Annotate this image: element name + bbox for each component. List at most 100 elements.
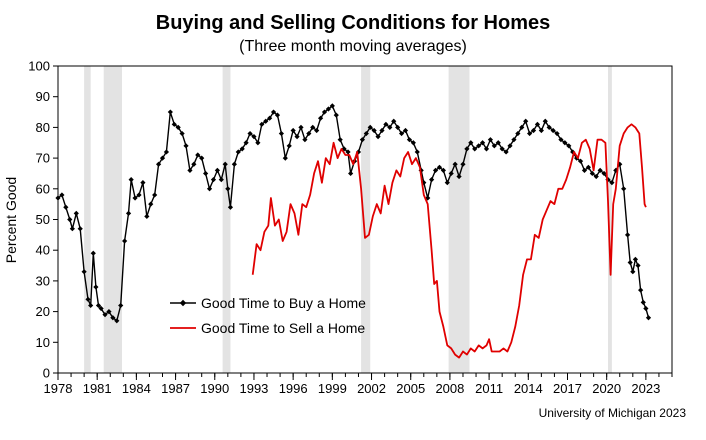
data-point-0-2 [63,204,69,210]
data-point-0-28 [155,161,162,167]
data-point-0-12 [95,302,102,309]
data-point-0-34 [179,130,185,137]
data-point-0-4 [69,226,75,232]
data-point-0-62 [286,143,292,149]
data-point-0-137 [577,158,584,164]
recession-band-4 [448,66,470,373]
data-point-0-44 [218,176,224,183]
data-point-0-27 [152,192,158,198]
data-point-0-25 [144,213,150,220]
data-point-0-139 [585,164,591,170]
data-point-0-16 [110,315,116,321]
x-tick-label-2005: 2005 [396,381,425,396]
data-point-0-142 [597,167,603,173]
recession-band-3 [361,66,371,373]
data-point-0-120 [511,137,517,143]
x-tick-label-1990: 1990 [200,381,229,396]
data-point-0-93 [406,137,413,143]
data-point-0-11 [93,284,99,290]
x-axis: 1978 1981 1984 1987 1990 1993 1996 1999 2002 2005… [44,373,673,396]
data-point-0-128 [542,118,548,124]
data-point-0-101 [436,164,443,170]
data-point-0-21 [128,176,134,183]
data-point-0-50 [239,146,245,152]
data-point-0-152 [632,256,639,263]
y-tick-label-60: 60 [36,181,50,196]
data-point-0-90 [395,124,401,130]
data-point-0-8 [85,296,91,302]
data-point-0-106 [456,173,462,180]
data-point-0-111 [476,143,482,149]
data-point-0-87 [383,121,389,127]
series-1 [251,123,647,359]
legend-marker-0 [179,299,187,307]
data-point-0-94 [410,140,416,146]
data-point-0-149 [624,232,631,238]
data-point-0-92 [402,127,409,134]
data-point-0-107 [460,161,466,167]
legend: Good Time to Buy a Home Good Time to Sell… [170,295,366,336]
x-tick-label-1996: 1996 [279,381,308,396]
y-tick-label-100: 100 [28,59,50,74]
data-point-0-15 [106,309,112,315]
data-point-0-20 [125,210,132,216]
data-point-0-10 [90,250,96,256]
data-point-0-72 [325,106,332,112]
data-point-0-68 [310,124,316,130]
y-tick-label-50: 50 [36,212,50,227]
data-point-0-59 [274,112,281,118]
series-0 [55,103,652,324]
data-point-0-151 [630,269,636,275]
series-line-1 [251,123,647,359]
data-point-0-23 [136,192,142,198]
data-point-0-153 [635,262,641,269]
data-point-0-31 [167,109,173,115]
x-tick-label-2011: 2011 [475,381,503,396]
data-point-0-54 [255,140,261,146]
recession-band-1 [103,66,123,373]
chart-subtitle: (Three month moving averages) [239,38,467,55]
data-point-0-70 [317,115,324,121]
data-point-0-13 [98,305,104,312]
data-point-0-99 [429,176,435,183]
x-tick-label-2023: 2023 [631,381,660,396]
data-point-0-22 [132,195,138,201]
data-point-0-113 [483,146,490,152]
y-axis-label: Percent Good [3,177,19,263]
data-point-0-40 [203,170,209,177]
recession-band-0 [84,66,91,373]
data-point-0-148 [621,186,627,192]
data-point-0-103 [444,180,450,186]
data-point-0-43 [214,167,220,173]
data-point-0-154 [638,287,644,293]
data-point-0-150 [627,259,633,266]
data-point-0-71 [321,109,328,115]
data-point-0-41 [206,186,213,192]
data-point-0-156 [643,305,649,312]
data-point-0-81 [359,137,365,143]
data-point-0-69 [314,127,320,134]
data-point-0-76 [341,146,347,152]
data-point-0-78 [348,170,354,177]
data-point-0-32 [171,121,177,127]
data-point-0-37 [191,161,197,167]
y-tick-label-30: 30 [36,273,50,288]
data-point-0-122 [519,124,525,130]
legend-label-1: Good Time to Sell a Home [201,320,365,336]
data-point-0-73 [329,103,335,109]
data-point-0-89 [391,118,397,124]
data-point-0-49 [235,149,241,155]
data-point-0-98 [425,195,431,201]
data-point-0-85 [375,134,381,140]
data-point-0-46 [225,186,231,192]
data-point-0-83 [367,124,373,130]
data-point-0-14 [102,312,108,318]
data-point-0-127 [538,127,544,134]
data-point-0-64 [294,134,300,140]
x-tick-label-2020: 2020 [592,381,621,396]
chart-title: Buying and Selling Conditions for Homes [155,12,551,34]
data-point-0-124 [527,130,533,137]
data-point-0-130 [550,127,556,134]
data-point-0-57 [267,115,273,121]
